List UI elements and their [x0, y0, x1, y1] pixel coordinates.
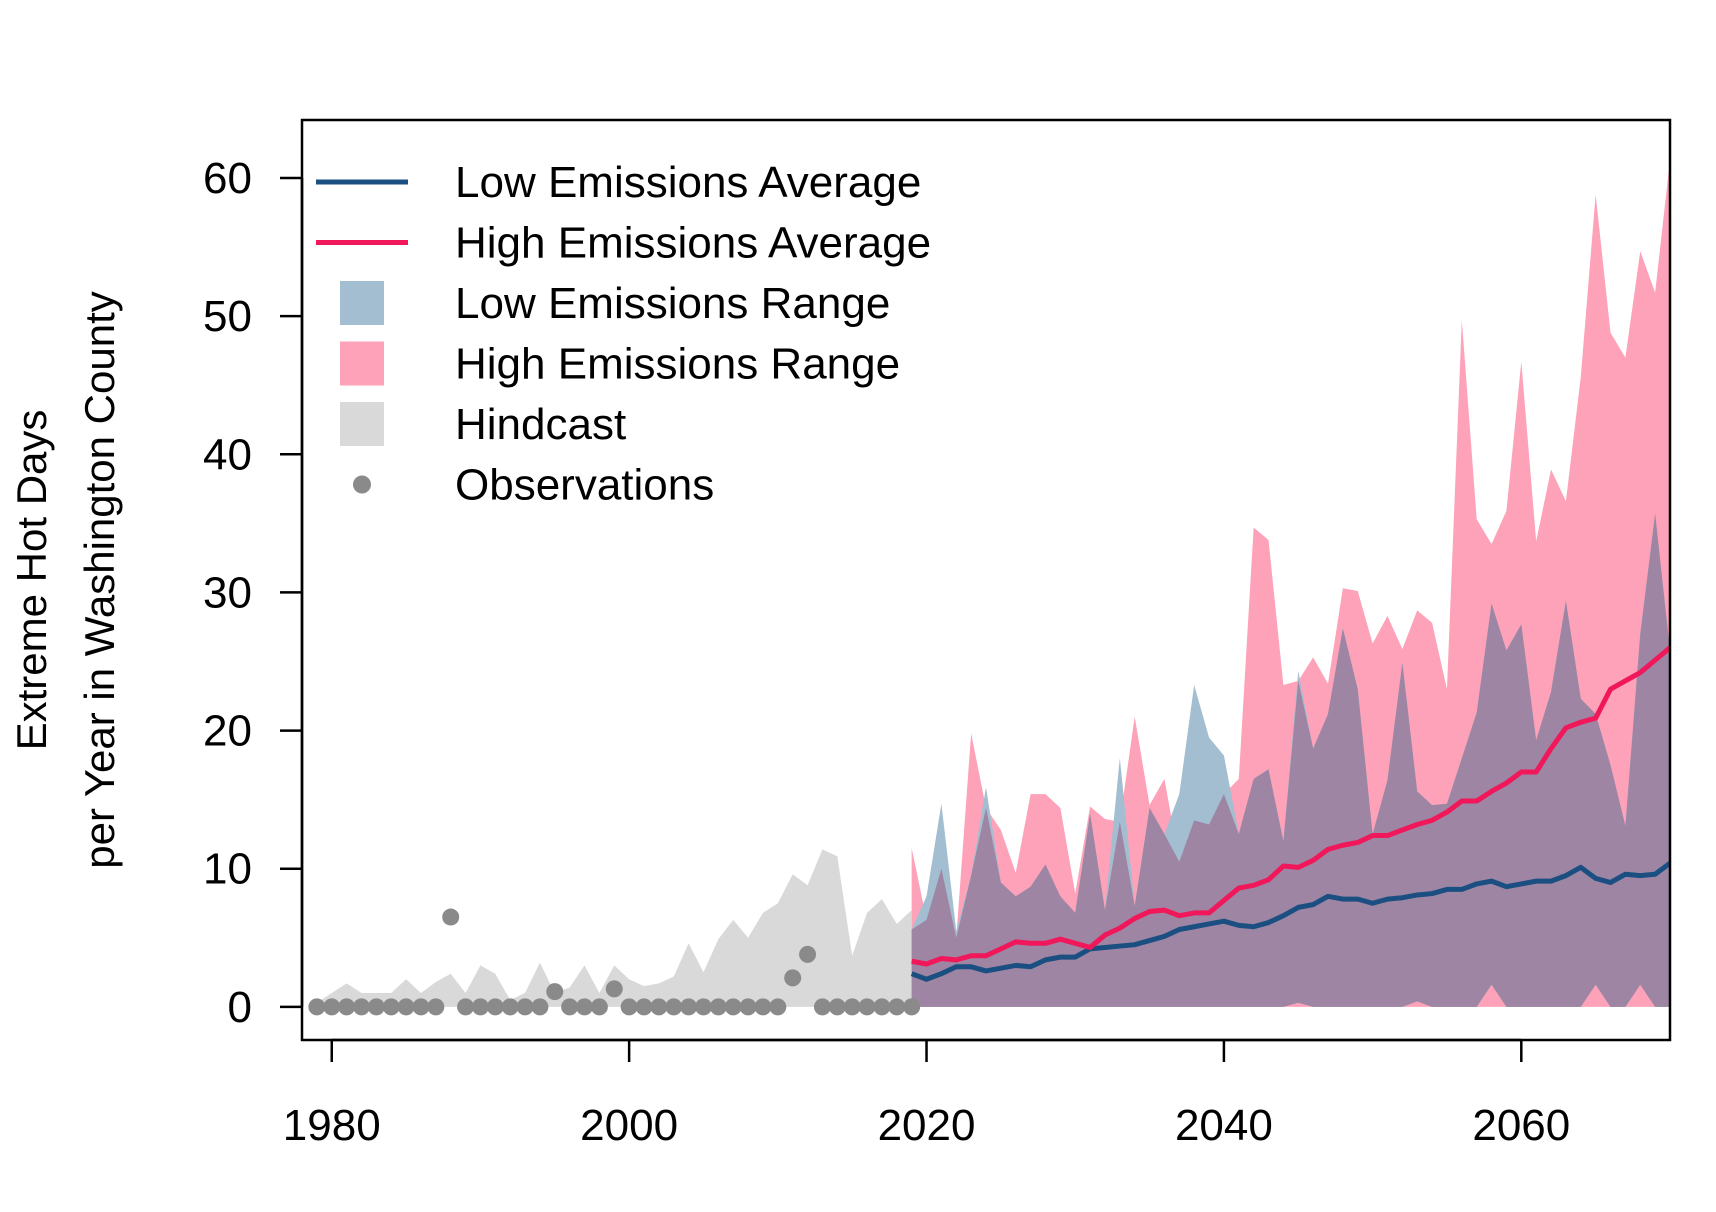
observation-point [888, 998, 906, 1016]
observation-point [546, 983, 564, 1001]
y-tick-label: 20 [203, 707, 252, 756]
observation-point [680, 998, 698, 1016]
observation-point [784, 969, 802, 987]
observation-point [873, 998, 891, 1016]
observation-point [367, 998, 385, 1016]
observation-point [590, 998, 608, 1016]
observation-point [813, 998, 831, 1016]
y-tick-label: 0 [228, 983, 252, 1032]
observation-point [635, 998, 653, 1016]
observation-point [903, 998, 921, 1016]
observation-point [486, 998, 504, 1016]
low-emissions-average-line [910, 861, 1670, 982]
x-tick-label: 2060 [1472, 1101, 1570, 1150]
legend-label: High Emissions Range [455, 340, 900, 389]
observation-point [516, 998, 534, 1016]
legend-label: Low Emissions Range [455, 279, 890, 328]
x-tick-label: 2040 [1175, 1101, 1273, 1150]
y-axis-title-line: Extreme Hot Days [8, 410, 55, 751]
observation-point [769, 998, 787, 1016]
observation-point [576, 998, 594, 1016]
observation-point [442, 908, 460, 926]
y-tick-label: 50 [203, 292, 252, 341]
observation-point [724, 998, 742, 1016]
observation-point [561, 998, 579, 1016]
high-emissions-average-line [911, 645, 1670, 967]
legend-label: High Emissions Average [455, 219, 931, 268]
observation-point [828, 998, 846, 1016]
observation-point [457, 998, 475, 1016]
axes: 1980 2000 2020 2040 2060 0 10 20 30 40 50 60 Extreme… [8, 118, 1672, 1150]
observation-point [709, 998, 727, 1016]
observation-point [382, 998, 400, 1016]
x-tick-label: 2000 [580, 1101, 678, 1150]
y-tick-label: 60 [203, 154, 252, 203]
observation-point [799, 945, 817, 963]
observation-point [501, 998, 519, 1016]
observation-point [531, 998, 549, 1016]
y-tick-label: 10 [203, 845, 252, 894]
legend-fill-symbol [340, 281, 384, 325]
legend-fill-symbol [340, 402, 384, 446]
x-tick-label: 2020 [878, 1101, 976, 1150]
observation-point [308, 998, 326, 1016]
observation-point [665, 998, 683, 1016]
observation-point [412, 998, 430, 1016]
legend-label: Low Emissions Average [455, 158, 921, 207]
observation-point [858, 998, 876, 1016]
y-axis-title-line: per Year in Washington County [76, 291, 123, 868]
observation-point [739, 998, 757, 1016]
observation-point [323, 998, 341, 1016]
x-tick-label: 1980 [283, 1101, 381, 1150]
plot-area [308, 160, 1670, 1016]
observation-point [694, 998, 712, 1016]
observation-point [754, 998, 772, 1016]
observation-point [843, 998, 861, 1016]
legend: Low Emissions Average High Emissions Aver… [316, 158, 931, 510]
hindcast-band [316, 849, 912, 1007]
observation-point [397, 998, 415, 1016]
observation-point [338, 998, 356, 1016]
observation-point [352, 998, 370, 1016]
legend-fill-symbol [340, 341, 384, 386]
observation-point [427, 998, 445, 1016]
legend-label: Observations [455, 461, 714, 510]
y-tick-label: 40 [203, 430, 252, 479]
observation-point [605, 980, 623, 998]
y-axis-title: Extreme Hot Days per Year in Washington C… [8, 291, 123, 868]
observation-point [471, 998, 489, 1016]
observation-point [620, 998, 638, 1016]
observation-point [650, 998, 668, 1016]
legend-point-symbol [353, 475, 371, 494]
legend-label: Hindcast [455, 400, 626, 449]
y-tick-label: 30 [203, 568, 252, 617]
